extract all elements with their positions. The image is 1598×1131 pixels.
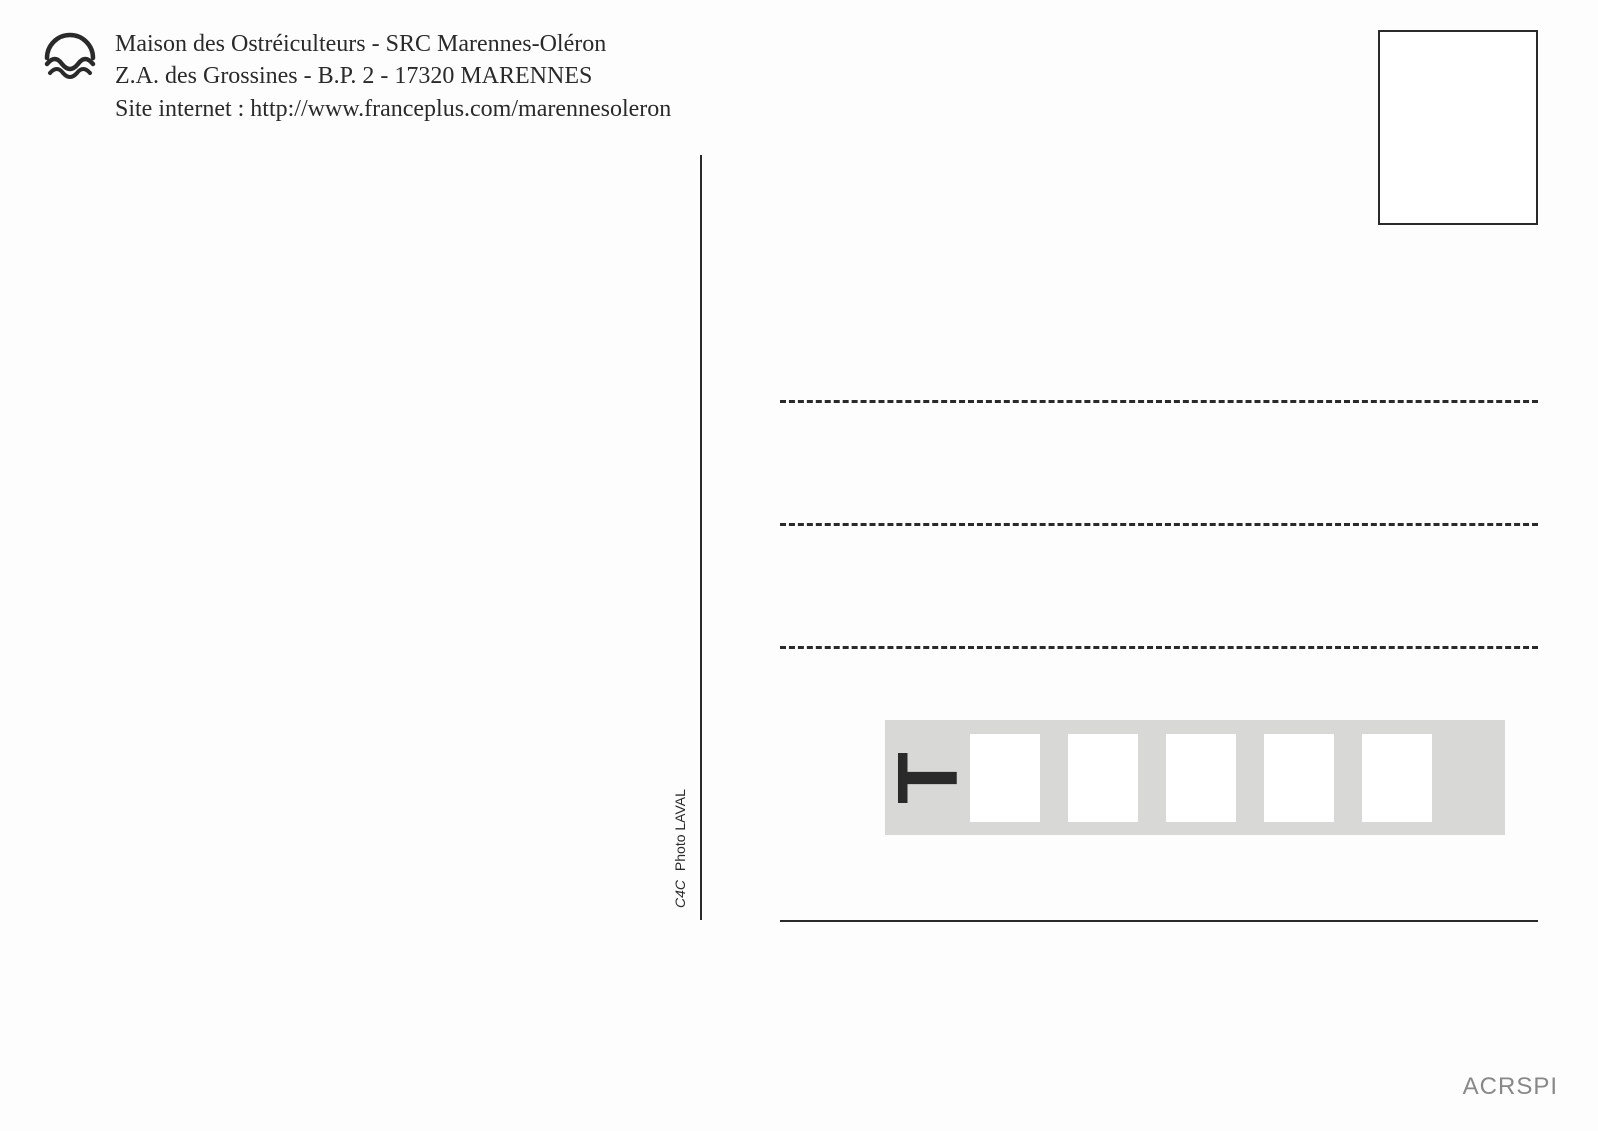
credit-text: Photo LAVAL bbox=[672, 789, 688, 871]
credit-prefix: C4C bbox=[672, 880, 688, 908]
recipient-address-area bbox=[780, 400, 1538, 769]
watermark-text: ACRSPI bbox=[1463, 1073, 1558, 1101]
postal-digit-3 bbox=[1166, 734, 1236, 822]
bottom-address-line bbox=[780, 920, 1538, 922]
postal-t-marker: T bbox=[880, 752, 978, 804]
postal-code-field: T bbox=[885, 720, 1505, 835]
postcard-back: Maison des Ostréiculteurs - SRC Marennes… bbox=[0, 0, 1598, 1131]
address-line-3 bbox=[780, 646, 1538, 649]
sender-line-3: Site internet : http://www.franceplus.co… bbox=[115, 93, 671, 125]
logo-wave-icon bbox=[40, 28, 100, 88]
sender-line-2: Z.A. des Grossines - B.P. 2 - 17320 MARE… bbox=[115, 60, 671, 92]
photo-credit: C4C Photo LAVAL bbox=[672, 789, 688, 908]
postal-code-squares bbox=[970, 734, 1432, 822]
postal-digit-5 bbox=[1362, 734, 1432, 822]
center-divider bbox=[700, 155, 702, 920]
postal-digit-1 bbox=[970, 734, 1040, 822]
address-line-2 bbox=[780, 523, 1538, 526]
address-line-1 bbox=[780, 400, 1538, 403]
stamp-placeholder bbox=[1378, 30, 1538, 225]
sender-address-block: Maison des Ostréiculteurs - SRC Marennes… bbox=[115, 28, 671, 125]
postal-digit-2 bbox=[1068, 734, 1138, 822]
postal-digit-4 bbox=[1264, 734, 1334, 822]
sender-line-1: Maison des Ostréiculteurs - SRC Marennes… bbox=[115, 28, 671, 60]
